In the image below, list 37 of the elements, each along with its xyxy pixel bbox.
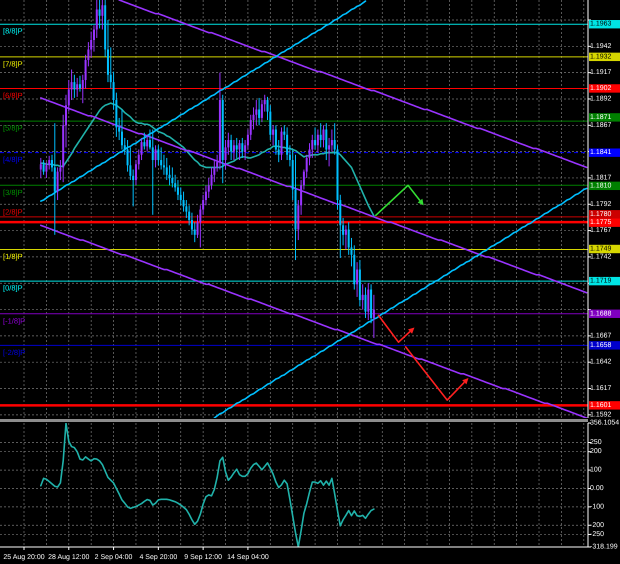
candlestick bbox=[258, 97, 260, 126]
candlestick bbox=[325, 122, 328, 161]
line-series bbox=[40, 102, 375, 217]
candlestick bbox=[101, 0, 104, 30]
candlestick bbox=[98, 0, 101, 29]
candlestick bbox=[316, 129, 319, 154]
candlestick bbox=[238, 140, 241, 161]
candlestick bbox=[364, 286, 366, 318]
candlestick bbox=[362, 284, 364, 310]
line-series bbox=[214, 188, 588, 418]
candlestick bbox=[143, 132, 146, 150]
candlestick bbox=[73, 74, 76, 98]
candlestick bbox=[232, 140, 235, 161]
candlestick bbox=[171, 166, 174, 188]
candlestick bbox=[367, 282, 370, 321]
candlestick bbox=[280, 126, 283, 161]
candlestick bbox=[230, 134, 232, 161]
candlestick bbox=[372, 294, 375, 338]
line-series bbox=[40, 224, 588, 418]
candlestick bbox=[272, 124, 274, 146]
candlestick bbox=[40, 157, 42, 178]
candlestick bbox=[322, 124, 324, 148]
candlestick bbox=[241, 137, 244, 158]
candlestick bbox=[255, 100, 258, 126]
line-series bbox=[40, 423, 375, 547]
candlestick bbox=[236, 137, 238, 158]
candlestick bbox=[344, 224, 347, 250]
line-series bbox=[118, 0, 588, 168]
candlestick bbox=[320, 122, 322, 148]
candlestick bbox=[42, 160, 45, 176]
candlestick bbox=[314, 126, 316, 150]
candlestick bbox=[356, 262, 358, 298]
candlestick bbox=[78, 75, 81, 92]
candlestick bbox=[76, 77, 78, 98]
candlestick bbox=[146, 134, 148, 152]
candlestick bbox=[157, 144, 160, 166]
candlestick bbox=[154, 144, 157, 168]
